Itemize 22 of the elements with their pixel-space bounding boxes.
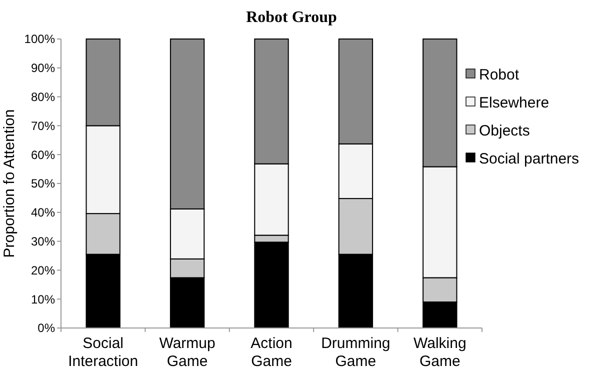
y-axis-title: Proportion fo Attention	[1, 109, 18, 258]
x-tick-label: Social Interaction	[68, 335, 138, 370]
x-tick-label: Warmup Game	[159, 335, 216, 370]
y-tick-label: 70%	[30, 118, 56, 133]
x-tick-label: Action Game	[250, 335, 292, 370]
legend-label: Objects	[479, 122, 530, 140]
x-tick-label: Walking Game	[414, 335, 466, 370]
legend-label: Elsewhere	[479, 94, 550, 112]
y-tick-label: 30%	[30, 234, 56, 248]
x-tick-label: Drumming Game	[321, 335, 390, 370]
y-tick-label: 0%	[38, 321, 56, 336]
y-tick-label: 90%	[30, 61, 56, 76]
chart-title: Robot Group	[246, 9, 338, 26]
y-tick-label: 80%	[30, 90, 56, 104]
legend-label: Social partners	[479, 150, 580, 168]
y-tick-label: 100%	[24, 32, 56, 46]
legend-label: Robot	[479, 66, 520, 84]
y-tick-label: 50%	[30, 176, 56, 191]
y-tick-label: 60%	[30, 148, 56, 162]
y-tick-label: 20%	[30, 263, 56, 278]
y-tick-label: 10%	[30, 292, 56, 306]
y-tick-label: 40%	[30, 206, 56, 220]
